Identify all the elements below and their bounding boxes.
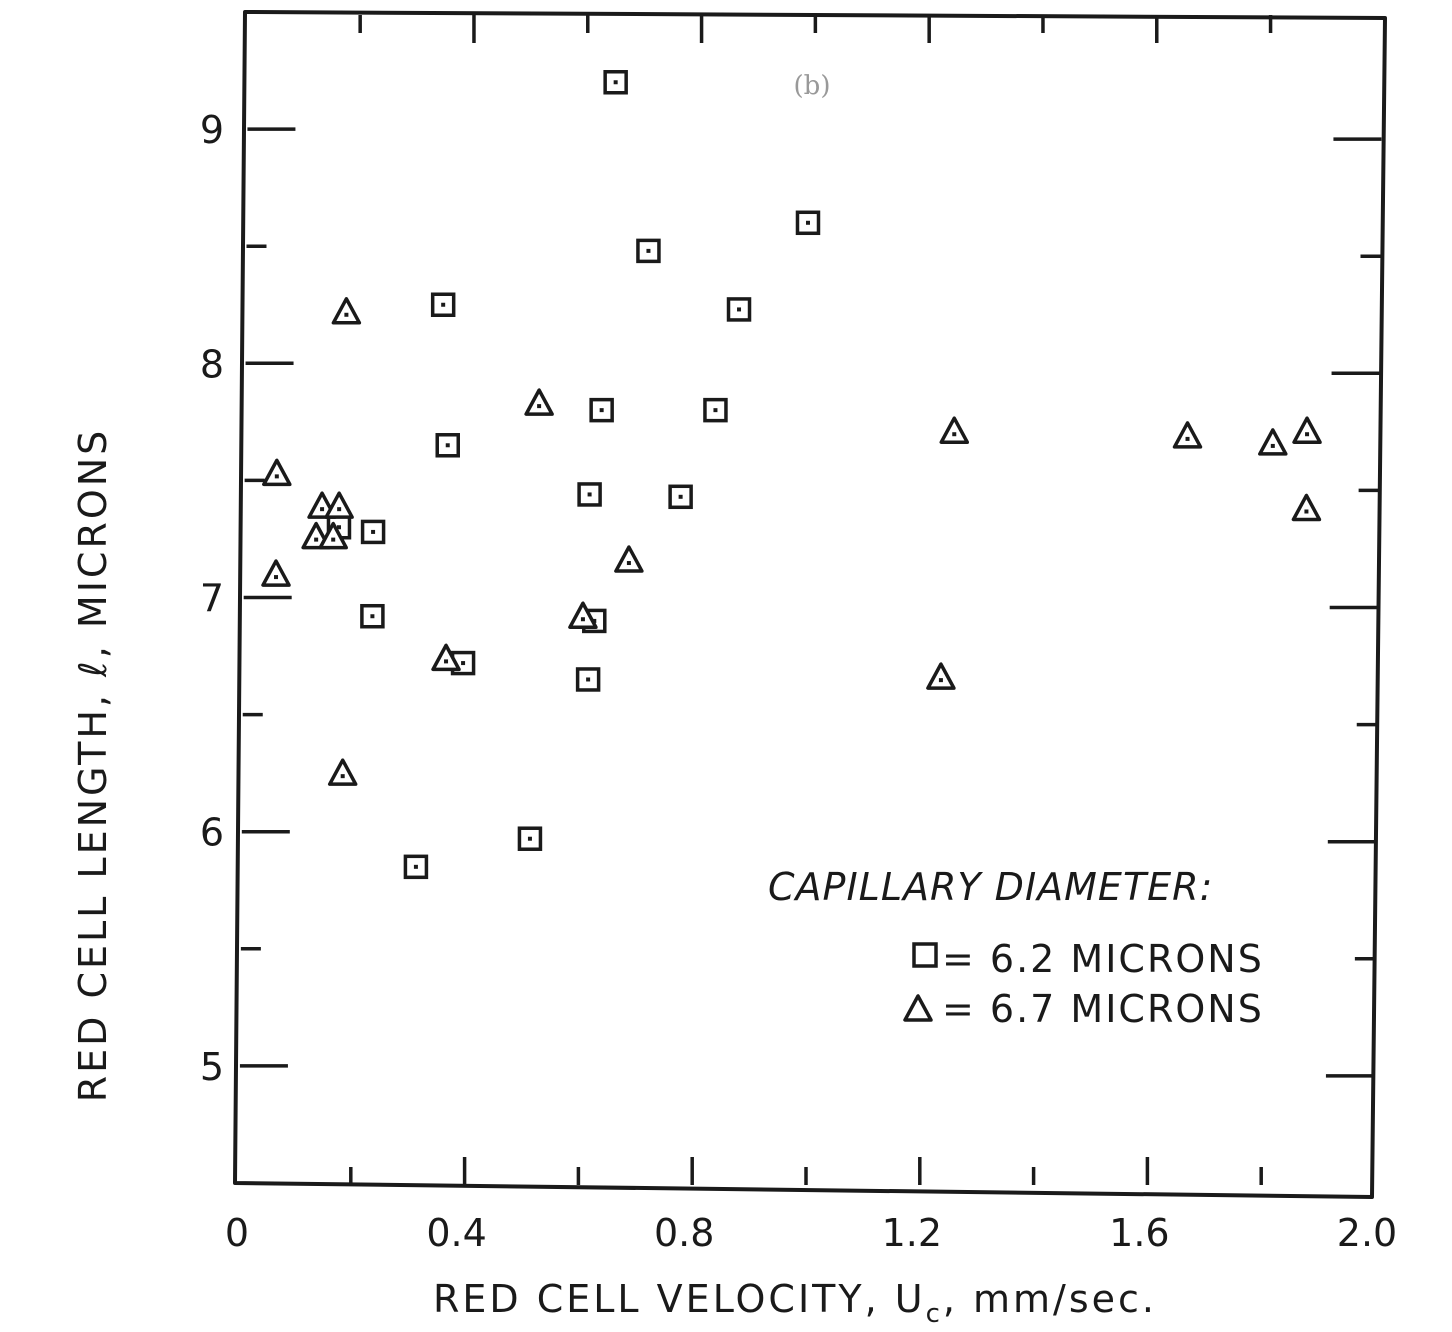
triangle-point (324, 491, 354, 519)
triangle-point (1291, 493, 1322, 522)
triangle-point (327, 758, 358, 786)
square-point (430, 292, 456, 317)
y-tick-label: 5 (200, 1045, 224, 1089)
square-point (403, 854, 429, 880)
square-point (636, 238, 661, 264)
square-point (603, 70, 628, 95)
legend: CAPILLARY DIAMETER: = 6.2 MICRONS = 6.7 … (768, 865, 1264, 1031)
x-tick-label: 0.8 (654, 1211, 714, 1255)
triangle-point (524, 388, 554, 416)
square-point (360, 603, 385, 629)
tick-labels: 0 0.4 0.8 1.2 1.6 2.0 5 6 7 8 9 (200, 108, 1397, 1255)
x-tick-label: 1.6 (1109, 1211, 1169, 1255)
triangle-point (431, 643, 461, 672)
plot-frame (233, 10, 1387, 1199)
triangle-point (1172, 421, 1203, 449)
square-point (517, 826, 543, 851)
triangle-point (331, 297, 362, 325)
y-axis-title: RED CELL LENGTH, ℓ, MICRONS (71, 428, 115, 1103)
square-point (577, 482, 602, 507)
square-point (575, 667, 601, 692)
y-tick-label: 9 (200, 108, 224, 152)
square-point (435, 433, 460, 458)
square-point (668, 484, 693, 510)
axis-ticks (239, 15, 1382, 1185)
y-tick-label: 8 (200, 342, 224, 386)
square-point (360, 519, 386, 545)
triangle-point (318, 521, 348, 550)
data-points (261, 70, 1322, 880)
triangle-point (926, 662, 956, 690)
square-point (703, 397, 728, 423)
square-point (589, 397, 614, 423)
x-tick-label: 2.0 (1337, 1211, 1397, 1255)
legend-square-marker (912, 942, 938, 968)
legend-entry-label: = 6.7 MICRONS (942, 987, 1264, 1031)
y-tick-label: 6 (200, 811, 224, 855)
triangle-point (939, 416, 970, 444)
legend-triangle-marker (903, 994, 933, 1022)
legend-entry-square: = 6.2 MICRONS (912, 937, 1264, 981)
square-point (726, 297, 752, 322)
triangle-point (1258, 428, 1288, 456)
y-tick-label: 7 (200, 577, 224, 621)
x-tick-label: 0.4 (426, 1211, 486, 1255)
panel-label: (b) (794, 71, 831, 101)
triangle-point (568, 601, 598, 629)
legend-title: CAPILLARY DIAMETER: (768, 865, 1213, 909)
x-axis-title: RED CELL VELOCITY, Uc, mm/sec. (433, 1277, 1157, 1329)
square-point (795, 210, 821, 236)
triangle-point (614, 545, 644, 573)
triangle-point (1292, 416, 1322, 444)
x-tick-label: 1.2 (882, 1211, 942, 1255)
legend-entry-label: = 6.2 MICRONS (942, 937, 1264, 981)
x-tick-label: 0 (225, 1211, 249, 1255)
triangle-point (261, 559, 291, 587)
triangle-point (262, 458, 292, 487)
legend-entry-triangle: = 6.7 MICRONS (903, 987, 1264, 1031)
